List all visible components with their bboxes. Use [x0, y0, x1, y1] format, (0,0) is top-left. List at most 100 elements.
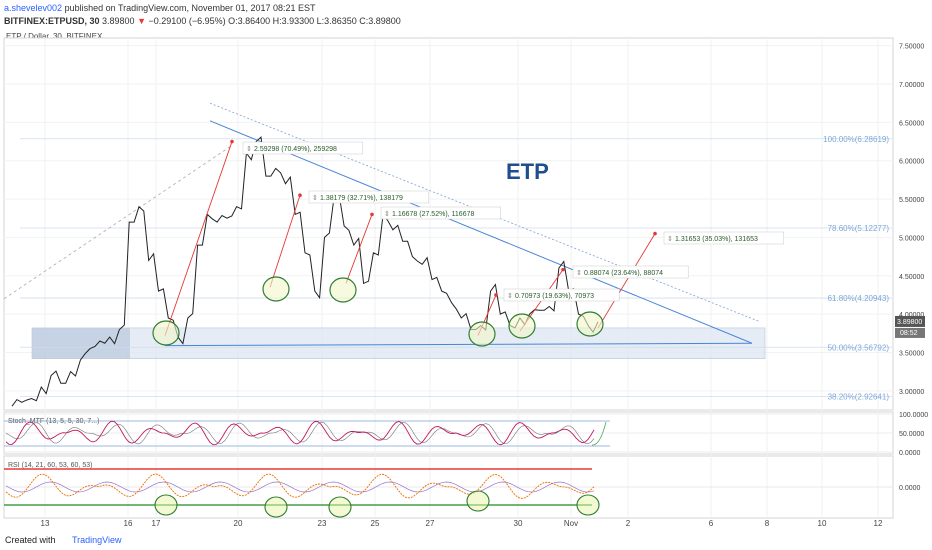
stoch-title: Stoch_MTF (13, 5, 5, 30, 7...) — [8, 418, 99, 425]
price-tick-label: 4.00000 — [899, 312, 924, 319]
measure-label: 1.31653 (35.03%), 131653 — [675, 236, 758, 243]
support-line — [164, 342, 753, 347]
symbol-line: BITFINEX:ETPUSD, 30 3.89800 ▼ −0.29100 (… — [4, 16, 401, 26]
support-circle — [262, 276, 290, 302]
x-tick-label: 17 — [152, 519, 161, 528]
measure-box — [572, 265, 689, 279]
price-tick-label: 6.00000 — [899, 159, 924, 166]
support-circle — [329, 277, 357, 303]
price-tick-label: 5.50000 — [899, 197, 924, 204]
rsi-support-circle — [264, 496, 288, 518]
author-link[interactable]: a.shevelev002 — [4, 3, 63, 13]
arrow-head-icon — [653, 231, 657, 236]
rsi-support-circle — [328, 496, 352, 518]
rise-arrow — [164, 141, 233, 336]
x-tick-label: 13 — [41, 519, 50, 528]
price-tick-label: 3.00000 — [899, 389, 924, 396]
fib-level-label: 50.00%(3.56792) — [828, 343, 890, 352]
change-arrow-icon: ▼ — [137, 16, 147, 26]
price-tick-label: 6.50000 — [899, 120, 924, 127]
price-tick-label: 5.00000 — [899, 235, 924, 242]
price-tick-label: 3.50000 — [899, 350, 924, 357]
created-with-label: Created with — [5, 535, 56, 545]
countdown-label: 08:52 — [900, 330, 918, 337]
price-chart[interactable]: 13 16 17 20 23 25 27 30 Nov 2 6 8 10 12 7.50000 7.00000… — [0, 0, 932, 528]
support-circle — [152, 320, 180, 346]
rise-arrow — [269, 195, 301, 288]
measure-box — [663, 231, 784, 245]
measure-icon: ⇕ — [576, 269, 582, 277]
support-circle — [576, 311, 604, 337]
rsi-support-circle — [154, 494, 178, 516]
price-tick-label: 7.50000 — [899, 44, 924, 51]
arrow-head-icon — [561, 267, 565, 272]
arrow-head-icon — [230, 139, 234, 144]
measure-box — [308, 190, 429, 204]
arrow-head-icon — [494, 293, 498, 297]
support-circle — [508, 313, 536, 339]
x-tick-label: 27 — [426, 519, 435, 528]
price-change: −0.29100 (−6.95%) — [148, 16, 226, 26]
price-line — [11, 136, 599, 407]
tradingview-logo[interactable]: TradingView — [72, 535, 122, 545]
price-tick-label: 7.00000 — [899, 82, 924, 89]
publish-info: published on TradingView.com, November 0… — [64, 3, 316, 13]
x-tick-label: 23 — [318, 519, 327, 528]
x-tick-label: 30 — [514, 519, 523, 528]
measure-icon: ⇕ — [667, 235, 673, 243]
x-tick-label: 8 — [765, 519, 770, 528]
measure-box — [503, 288, 620, 302]
pane-title: ETP / Dollar, 30, BITFINEX — [6, 32, 103, 41]
measure-box — [242, 141, 363, 155]
symbol-label: BITFINEX:ETPUSD, 30 — [4, 16, 100, 26]
measure-icon: ⇕ — [384, 210, 390, 218]
measure-label: 1.16678 (27.52%), 116678 — [392, 211, 474, 218]
x-tick-label: 2 — [626, 519, 631, 528]
rsi-title: RSI (14, 21, 60, 53, 60, 53) — [8, 462, 92, 469]
rise-arrow — [597, 233, 656, 329]
measure-label: 0.70973 (19.63%), 70973 — [515, 293, 594, 300]
stoch-tick-label: 0.0000 — [899, 450, 921, 457]
price-tick-label: 4.50000 — [899, 274, 924, 281]
countdown-tag — [895, 327, 925, 338]
x-tick-label: 25 — [371, 519, 380, 528]
stoch-tick-label: 50.0000 — [899, 431, 924, 438]
x-tick-label: 6 — [709, 519, 714, 528]
rsi-line — [5, 473, 595, 499]
fib-level-label: 78.60%(5.12277) — [828, 224, 890, 233]
support-circle — [468, 321, 496, 347]
ohlc-values: O:3.86400 H:3.93300 L:3.86350 C:3.89800 — [228, 16, 401, 26]
measure-icon: ⇕ — [312, 194, 318, 202]
rise-arrow — [345, 214, 373, 284]
measure-label: 2.59298 (70.49%), 259298 — [254, 146, 337, 153]
rsi-tick-label: 0.0000 — [899, 485, 921, 492]
stoch-signal-line — [5, 421, 595, 445]
publish-line: a.shevelev002 published on TradingView.c… — [4, 3, 316, 13]
measure-icon: ⇕ — [507, 292, 513, 300]
measure-icon: ⇕ — [246, 145, 252, 153]
support-zone-origin — [32, 327, 130, 359]
resistance-trendline-dashed — [209, 102, 761, 323]
stoch-k-line — [5, 420, 595, 446]
footer: Created with TradingView — [0, 528, 932, 550]
etp-annotation: ETP — [506, 159, 549, 184]
x-tick-label: 20 — [234, 519, 243, 528]
measure-box — [380, 206, 501, 220]
fib-level-label: 100.00%(6.28619) — [823, 135, 889, 144]
arrow-head-icon — [298, 193, 302, 198]
x-tick-label: 10 — [818, 519, 827, 528]
fib-level-label: 38.20%(2.92641) — [828, 392, 890, 401]
stoch-tick-label: 100.0000 — [899, 412, 928, 419]
last-price: 3.89800 — [102, 16, 135, 26]
rsi-signal-line — [5, 481, 595, 493]
arrow-head-icon — [370, 212, 374, 217]
rsi-support-circle — [466, 490, 490, 512]
resistance-trendline — [209, 120, 753, 344]
measure-label: 1.38179 (32.71%), 138179 — [320, 195, 403, 202]
stoch-projection — [591, 421, 607, 446]
x-tick-label: 16 — [124, 519, 133, 528]
projection-line — [3, 145, 233, 300]
rsi-support-circle — [576, 494, 600, 516]
current-price-tag — [895, 315, 925, 327]
